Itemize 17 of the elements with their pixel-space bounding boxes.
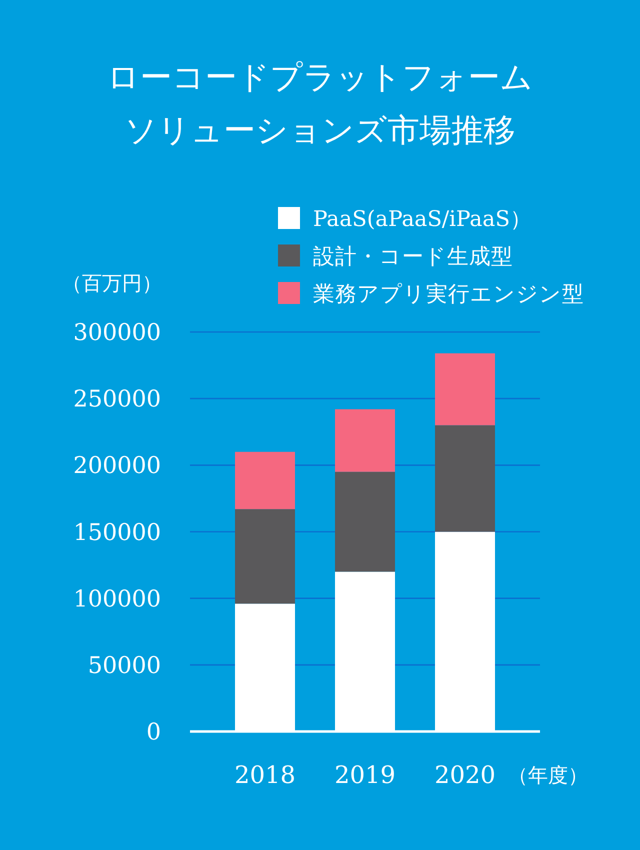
ytick: 200000	[73, 453, 161, 480]
legend-label: PaaS(aPaaS/iPaaS）	[313, 207, 532, 232]
title: ソリューションズ市場推移	[124, 111, 516, 149]
xtick: 2020	[434, 761, 496, 789]
legend-label: 設計・コード生成型	[313, 244, 513, 270]
ytick: 150000	[73, 520, 161, 546]
legend-label: 業務アプリ実行エンジン型	[313, 282, 584, 307]
xlabel: （年度）	[508, 763, 588, 787]
xtick: 2019	[334, 761, 396, 789]
title: ローコードプラットフォーム	[107, 58, 533, 96]
ytick: 300000	[73, 320, 161, 346]
ytick: 250000	[73, 386, 161, 413]
ytick: 0	[146, 720, 161, 746]
ytick: 50000	[88, 652, 161, 679]
xtick: 2018	[234, 761, 296, 789]
ylabel: （百万円）	[62, 271, 162, 295]
ytick: 100000	[73, 586, 161, 612]
